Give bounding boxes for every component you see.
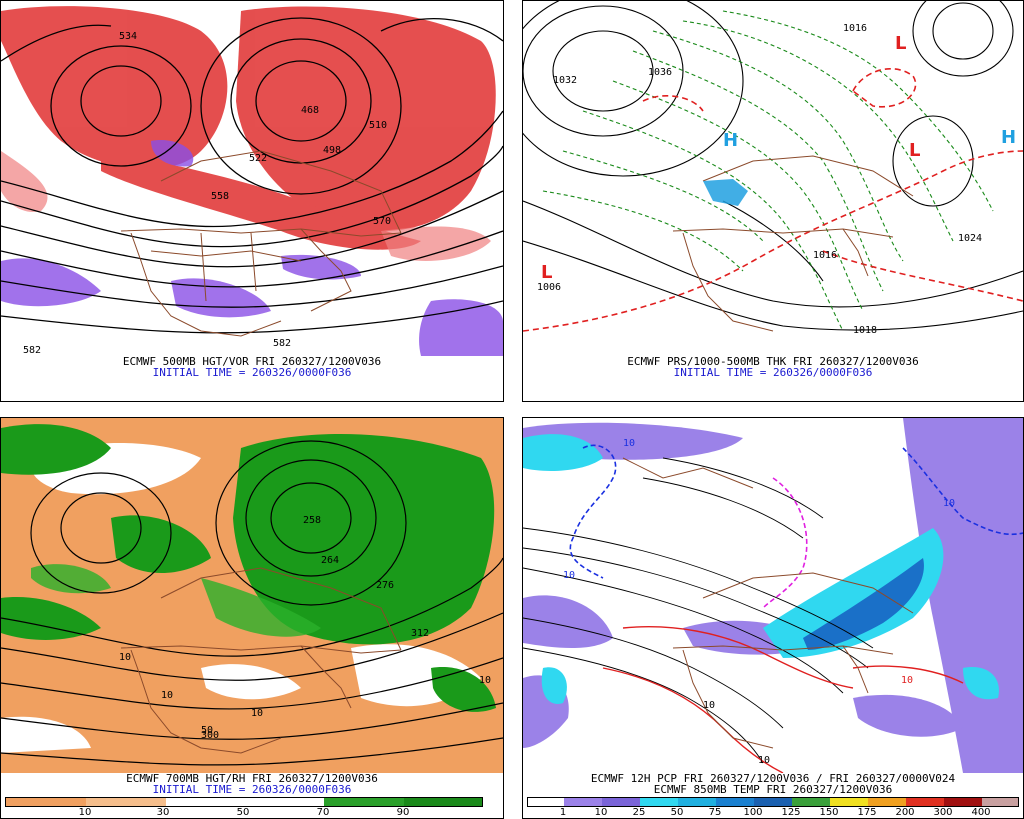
map-500mb: 534 510 498 468 522 558 570 582 582 xyxy=(1,1,503,356)
panel-title: ECMWF PRS/1000-500MB THK FRI 260327/1200… xyxy=(627,355,919,368)
temp-label: 10 xyxy=(563,570,575,581)
panel-700mb-hgt-rh: 258 264 276 300 312 10 10 10 10 50 ECMWF… xyxy=(0,417,504,819)
panel-500mb-hgt-vor: 534 510 498 468 522 558 570 582 582 ECMW… xyxy=(0,0,504,402)
isobar-label: 1018 xyxy=(853,325,877,336)
isobar-label: 1032 xyxy=(553,75,577,86)
legend-tick: 175 xyxy=(857,807,877,818)
rh-label: 50 xyxy=(201,725,213,736)
rh-label: 10 xyxy=(119,652,131,663)
contour-label: 258 xyxy=(303,515,321,526)
initial-time: INITIAL TIME = 260326/0000F036 xyxy=(152,783,352,796)
legend-tick: 25 xyxy=(632,807,646,818)
legend-tick: 50 xyxy=(236,807,250,818)
legend-tick: 200 xyxy=(895,807,915,818)
legend-tick: 1 xyxy=(559,807,567,818)
contour-label: 582 xyxy=(23,345,41,356)
contour-label: 264 xyxy=(321,555,339,566)
high-symbol: H xyxy=(723,130,738,151)
legend-tick: 300 xyxy=(933,807,953,818)
temp-label: 10 xyxy=(758,755,770,766)
contour-label: 534 xyxy=(119,31,137,42)
legend-tick: 50 xyxy=(670,807,684,818)
contour-label: 510 xyxy=(369,120,387,131)
initial-time: INITIAL TIME = 260326/0000F036 xyxy=(673,366,873,379)
legend-tick: 30 xyxy=(156,807,170,818)
temp-label: 10 xyxy=(943,498,955,509)
pcp-color-legend: 1 10 25 50 75 100 125 150 175 200 300 40… xyxy=(527,797,1021,818)
isobar-label: 1006 xyxy=(537,282,561,293)
isobar-label: 1036 xyxy=(648,67,672,78)
low-symbol: L xyxy=(909,140,920,161)
legend-tick: 70 xyxy=(316,807,330,818)
low-symbol: L xyxy=(895,33,906,54)
contour-label: 300 xyxy=(201,730,219,741)
map-prs-thk: L L H H L 1032 1036 1016 1024 1006 1016 … xyxy=(523,1,1023,356)
legend-tick: 400 xyxy=(971,807,991,818)
panel-pcp-850temp: 10 10 10 10 10 10 ECMWF 12H PCP FRI 2603… xyxy=(522,417,1024,819)
contour-label: 276 xyxy=(376,580,394,591)
temp-label: 10 xyxy=(623,438,635,449)
temp-label: 10 xyxy=(703,700,715,711)
temp-label: 10 xyxy=(901,675,913,686)
legend-tick: 100 xyxy=(743,807,763,818)
contour-label: 312 xyxy=(411,628,429,639)
low-symbol: L xyxy=(541,262,552,283)
panel-subtitle: ECMWF 850MB TEMP FRI 260327/1200V036 xyxy=(653,783,893,796)
map-700mb: 258 264 276 300 312 10 10 10 10 50 xyxy=(1,418,503,773)
contour-label: 558 xyxy=(211,191,229,202)
legend-tick: 90 xyxy=(396,807,410,818)
legend-tick: 150 xyxy=(819,807,839,818)
rh-label: 10 xyxy=(251,708,263,719)
map-pcp: 10 10 10 10 10 10 xyxy=(523,418,1023,773)
contour-label: 582 xyxy=(273,338,291,349)
isobar-label: 1024 xyxy=(958,233,982,244)
high-symbol: H xyxy=(1001,127,1016,148)
contour-label: 522 xyxy=(249,153,267,164)
contour-label: 468 xyxy=(301,105,319,116)
legend-tick: 125 xyxy=(781,807,801,818)
panel-title: ECMWF 700MB HGT/RH FRI 260327/1200V036 xyxy=(126,772,378,785)
panel-prs-thk: L L H H L 1032 1036 1016 1024 1006 1016 … xyxy=(522,0,1024,402)
isobar-label: 1016 xyxy=(843,23,867,34)
legend-tick: 75 xyxy=(708,807,722,818)
panel-title: ECMWF 500MB HGT/VOR FRI 260327/1200V036 xyxy=(122,355,382,368)
initial-time: INITIAL TIME = 260326/0000F036 xyxy=(152,366,352,379)
rh-color-legend: 10 30 50 70 90 xyxy=(5,797,483,818)
rh-label: 10 xyxy=(161,690,173,701)
contour-label: 570 xyxy=(373,216,391,227)
legend-tick: 10 xyxy=(78,807,92,818)
rh-label: 10 xyxy=(479,675,491,686)
isobar-label: 1016 xyxy=(813,250,837,261)
legend-tick: 10 xyxy=(594,807,608,818)
panel-title: ECMWF 12H PCP FRI 260327/1200V036 / FRI … xyxy=(590,772,956,785)
contour-label: 498 xyxy=(323,145,341,156)
